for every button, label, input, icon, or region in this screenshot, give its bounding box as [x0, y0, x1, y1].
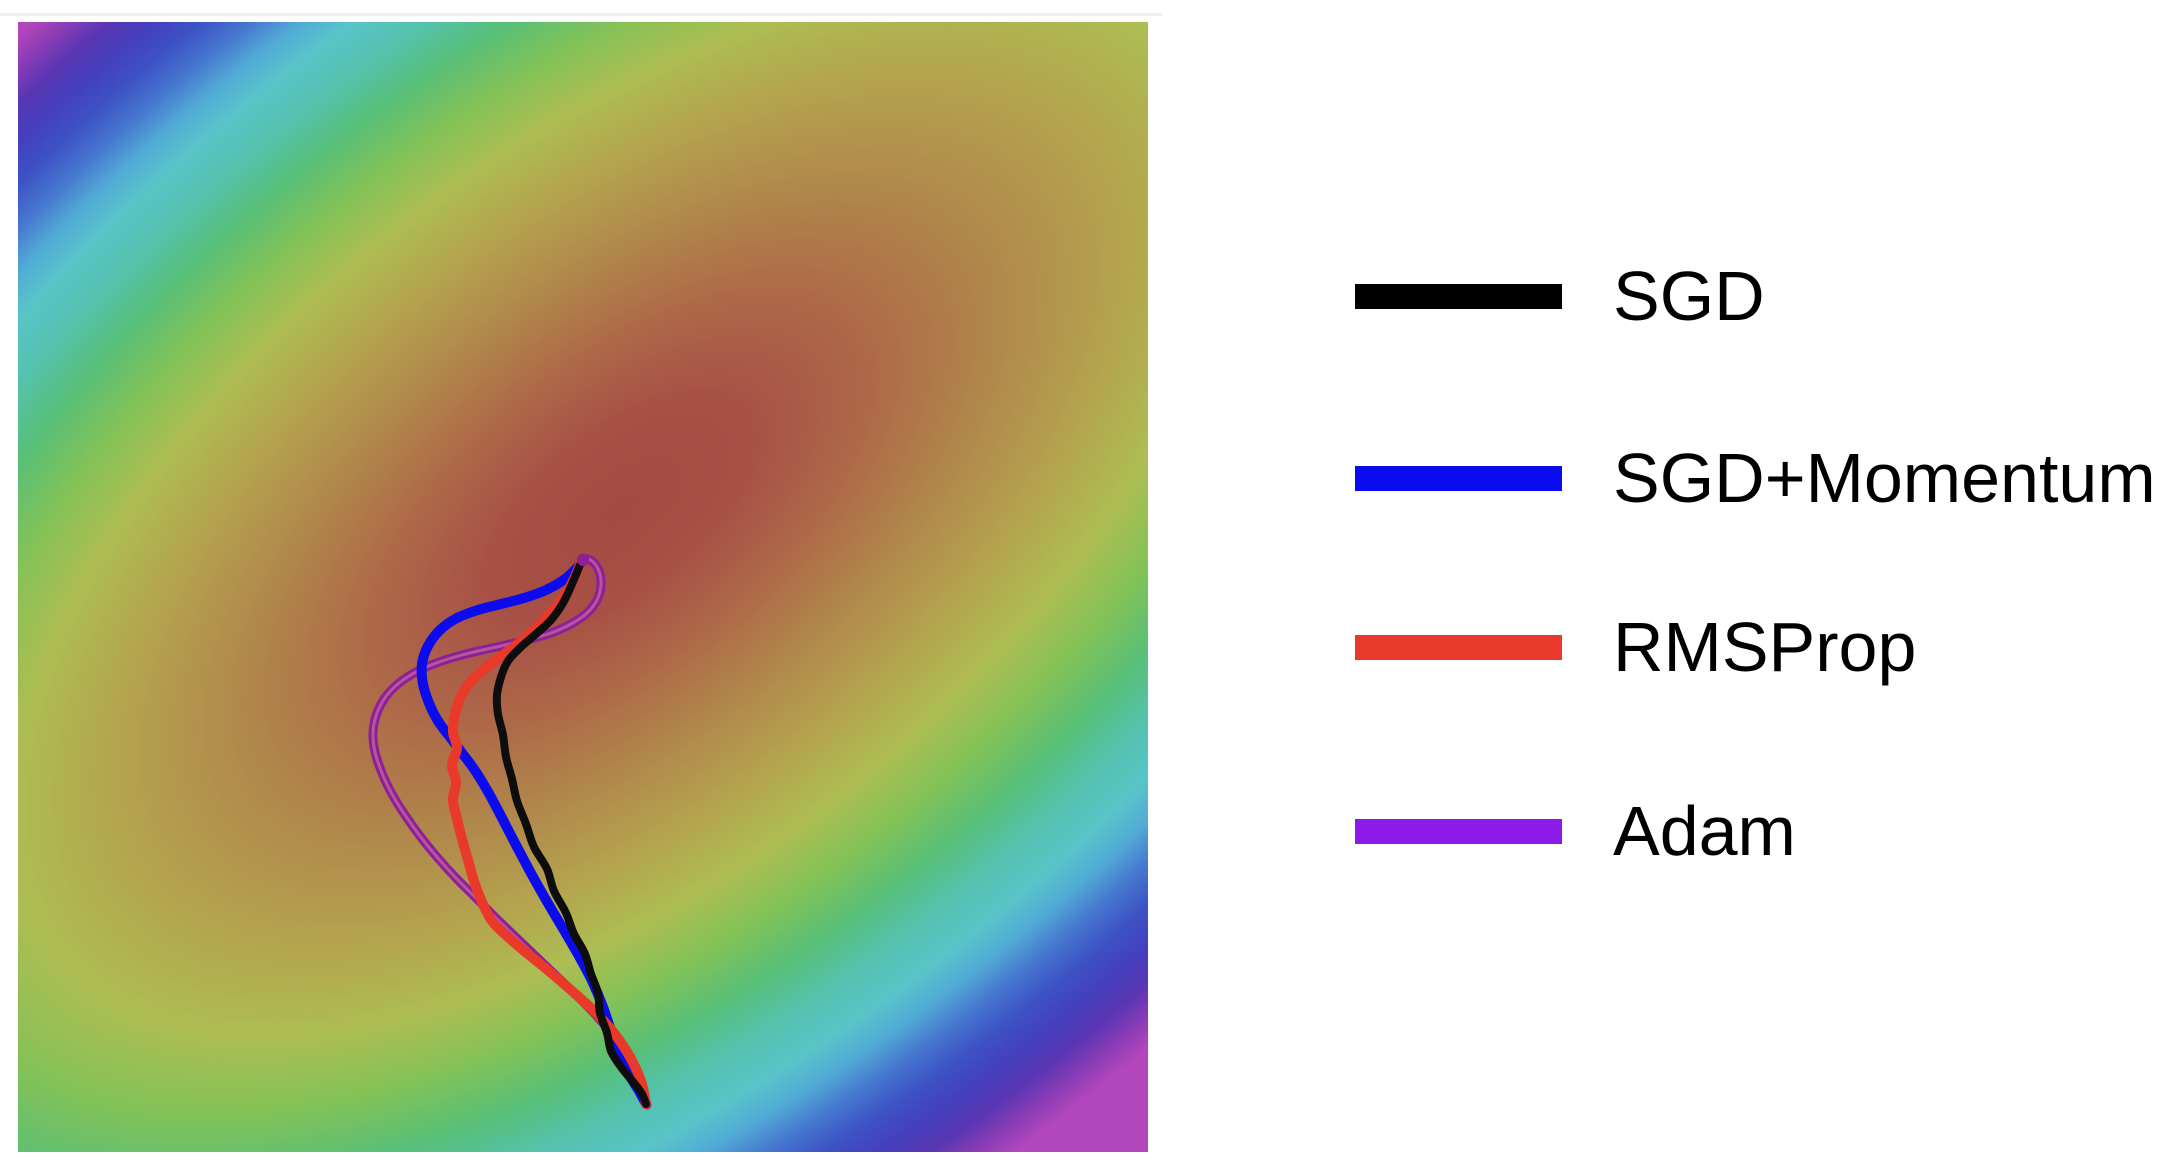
legend-item-sgd: SGD	[1355, 256, 1765, 336]
sgd-trajectory	[492, 561, 650, 1108]
sgd-line-swatch	[1355, 283, 1562, 309]
trajectory-start-point	[577, 554, 589, 566]
legend-item-rmsprop: RMSProp	[1355, 607, 1916, 687]
legend-label-adam: Adam	[1613, 792, 1796, 870]
legend-item-sgd-momentum: SGD+Momentum	[1355, 438, 2156, 518]
loss-heatmap	[18, 22, 1148, 1152]
rmsprop-line-swatch	[1355, 634, 1562, 660]
image-top-edge	[0, 13, 1162, 16]
legend: SGD SGD+Momentum RMSProp Adam	[1355, 0, 2166, 1174]
rmsprop-trajectory	[447, 560, 651, 1109]
legend-label-rmsprop: RMSProp	[1613, 608, 1917, 686]
loss-surface-plot	[18, 22, 1148, 1152]
legend-item-adam: Adam	[1355, 791, 1796, 871]
adam-line-swatch	[1355, 818, 1562, 844]
sgd-momentum-trajectory	[416, 560, 651, 1109]
sgd-momentum-line-swatch	[1355, 465, 1562, 491]
legend-label-sgd-momentum: SGD+Momentum	[1613, 439, 2156, 517]
legend-label-sgd: SGD	[1613, 257, 1765, 335]
loss-surface-canvas	[18, 22, 1148, 1152]
